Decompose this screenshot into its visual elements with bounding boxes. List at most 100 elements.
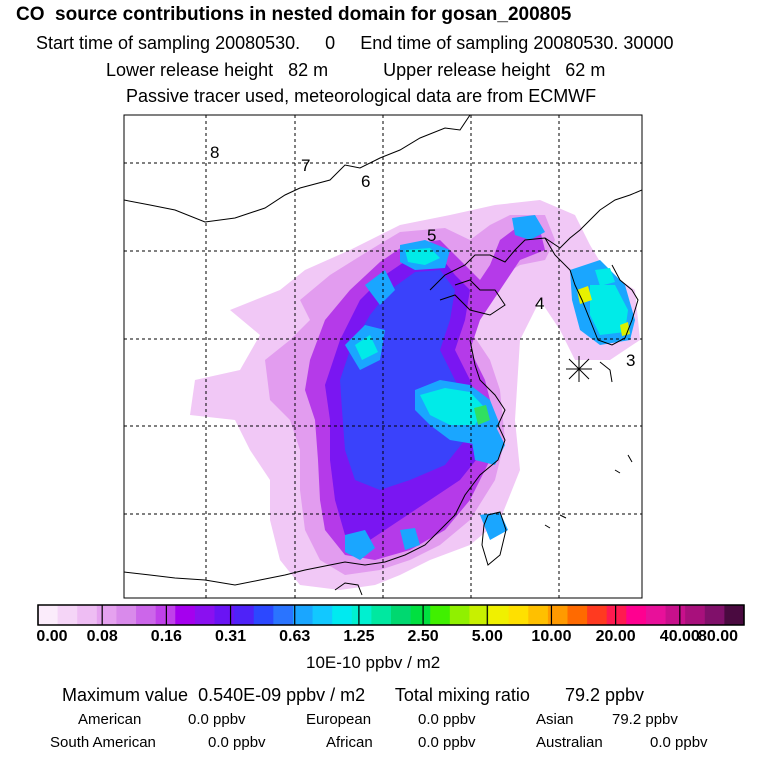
plume-cyan-a: [420, 388, 485, 425]
plume-cyan-c: [405, 248, 440, 265]
max-total-line: Maximum value 0.540E-09 ppbv / m2 Total …: [62, 685, 644, 706]
tracer-note: Passive tracer used, meteorological data…: [126, 86, 597, 106]
colorbar-swatch: [77, 605, 98, 625]
plume-lightblue-h: [480, 512, 508, 540]
coast-china-east: [124, 339, 506, 586]
plume-lightblue-j: [400, 528, 420, 550]
plume-cyan-b: [590, 285, 628, 335]
colorbar-swatch: [626, 605, 647, 625]
colorbar-tick-label: 2.50: [407, 628, 439, 645]
colorbar-swatch: [371, 605, 392, 625]
colorbar-swatch: [391, 605, 412, 625]
colorbar-swatch: [489, 605, 510, 625]
end-value: 20080530. 30000: [533, 33, 674, 53]
colorbar-swatch: [175, 605, 196, 625]
colorbar-swatch: [234, 605, 255, 625]
colorbar-swatch: [508, 605, 529, 625]
max-value: 0.540E-09 ppbv / m2: [198, 685, 366, 705]
colorbar-swatch: [214, 605, 235, 625]
coast-islands: [544, 454, 633, 529]
colorbar-swatch: [312, 605, 333, 625]
colorbar: [37, 604, 745, 626]
receptor-label-3: 3: [626, 351, 635, 370]
colorbar-swatch: [155, 605, 176, 625]
lower-value: 82 m: [288, 60, 329, 80]
lat-lon-grid: [124, 115, 642, 598]
region-name: Australian: [536, 734, 603, 751]
map-frame: [123, 114, 643, 599]
receptor-label-8: 8: [210, 143, 219, 162]
region-value: 0.0 ppbv: [418, 711, 476, 728]
colorbar-swatch: [38, 605, 59, 625]
colorbar-swatch: [724, 605, 745, 625]
colorbar-swatch: [57, 605, 78, 625]
coast-shandong: [439, 279, 506, 316]
upper-value: 62 m: [565, 60, 606, 80]
colorbar-unit: 10E-10 ppbv / m2: [306, 653, 441, 672]
plume-green-a: [474, 405, 490, 425]
page-title: CO source contributions in nested domain…: [16, 4, 572, 25]
region-name: South American: [50, 734, 156, 751]
colorbar-swatch: [547, 605, 568, 625]
colorbar-tick-label: 0.63: [279, 628, 311, 645]
colorbar-tick-label: 80.00: [697, 628, 739, 645]
receptor-label-4: 4: [535, 294, 544, 313]
region-value: 0.0 ppbv: [208, 734, 266, 751]
plume-lightblue-c: [365, 270, 395, 305]
receptor-label-7: 7: [301, 156, 310, 175]
plume-field: [190, 200, 640, 590]
colorbar-swatch: [430, 605, 451, 625]
colorbar-frame: [37, 604, 745, 626]
sampling-times: Start time of sampling 20080530. 0 End t…: [36, 33, 673, 54]
total-label: Total mixing ratio: [394, 685, 530, 705]
plume-yellow-a: [577, 286, 592, 304]
total-value: 79.2 ppbv: [564, 685, 645, 705]
colorbar-swatch: [587, 605, 608, 625]
asterisk-receptor-icon: [566, 356, 592, 382]
colorbar-swatch: [332, 605, 353, 625]
plume-lightblue-e: [470, 425, 505, 465]
receptor-label-5: 5: [427, 226, 436, 245]
colorbar-swatch: [194, 605, 215, 625]
colorbar-swatch: [685, 605, 706, 625]
region-value: 79.2 ppbv: [612, 711, 678, 728]
coast-hainan: [334, 582, 363, 596]
region-name: American: [78, 711, 142, 728]
start-label: Start time of sampling: [36, 33, 211, 53]
colorbar-swatch: [96, 605, 117, 625]
plume-blue: [340, 270, 470, 490]
colorbar-swatch: [469, 605, 490, 625]
end-label: End time of sampling: [360, 33, 529, 53]
max-label: Maximum value: [62, 685, 189, 705]
plume-cyan-d: [355, 335, 378, 360]
coast-korea: [544, 237, 639, 346]
colorbar-swatch: [410, 605, 431, 625]
release-heights: Lower release height 82 m Upper release …: [106, 60, 605, 81]
colorbar-swatch: [351, 605, 372, 625]
region-name: Asian: [536, 711, 574, 728]
colorbar-swatch: [449, 605, 470, 625]
colorbar-tick-label: 0.31: [214, 628, 247, 645]
colorbar-swatch: [665, 605, 686, 625]
receptor-label-6: 6: [361, 172, 370, 191]
coast-japan-a: [599, 361, 613, 383]
colorbar-swatch: [116, 605, 137, 625]
colorbar-swatch: [253, 605, 274, 625]
colorbar-tick-label: 40.00: [659, 628, 700, 645]
colorbar-tick-label: 20.00: [595, 628, 636, 645]
plume-cyan-e: [595, 268, 615, 286]
start-value: 20080530. 0: [215, 33, 336, 53]
plume-lightblue-i: [345, 530, 375, 560]
region-value: 0.0 ppbv: [418, 734, 476, 751]
colorbar-swatch: [606, 605, 627, 625]
colorbar-swatch: [704, 605, 725, 625]
coastlines: [124, 115, 642, 596]
region-name: European: [306, 711, 372, 728]
upper-label: Upper release height: [383, 60, 551, 80]
colorbar-tick-label: 5.00: [471, 628, 503, 645]
coast-taiwan: [481, 511, 507, 566]
colorbar-swatch: [645, 605, 667, 625]
receptor-labels: 8 7 6 5 4 3: [210, 143, 635, 370]
colorbar-swatch: [567, 605, 588, 625]
